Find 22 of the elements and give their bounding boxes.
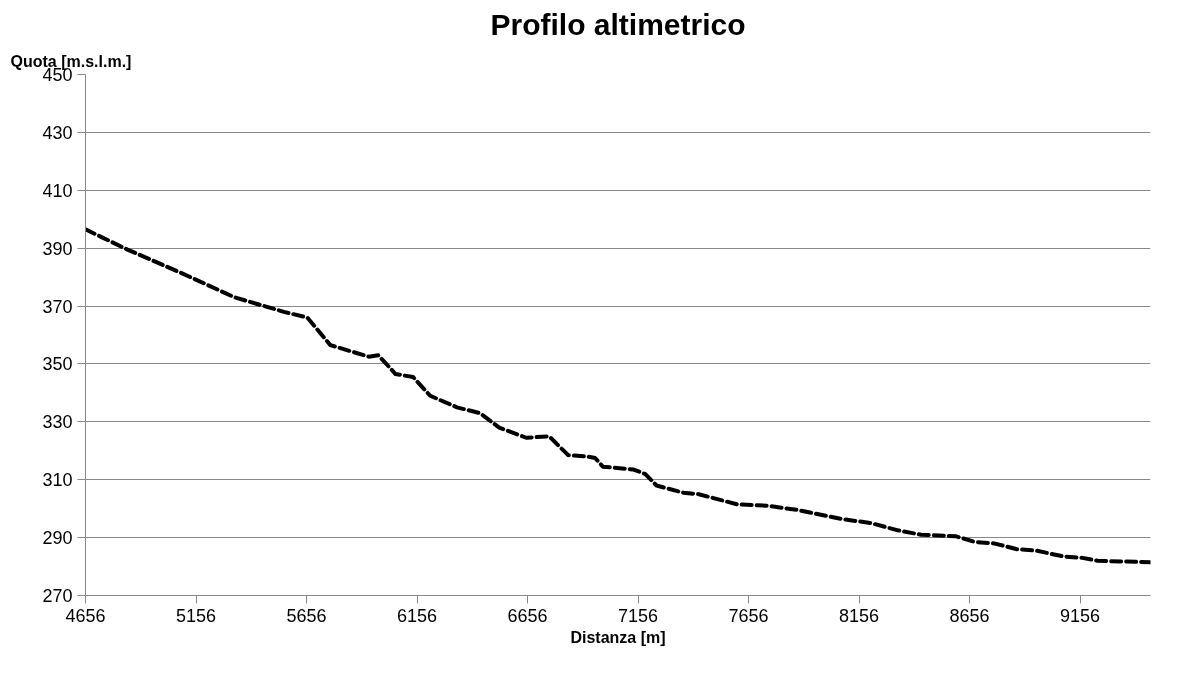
- y-tick-label: 330: [42, 412, 73, 433]
- x-tick-label: 5156: [175, 605, 217, 626]
- y-tick-label: 410: [42, 180, 73, 201]
- y-tick-label: 270: [42, 586, 73, 606]
- y-tick-label: 310: [42, 470, 73, 491]
- x-tick-label: 8656: [949, 605, 990, 626]
- line-series: [85, 227, 1151, 565]
- chart-title: Profilo altimetrico: [490, 7, 746, 41]
- y-tick-label: 390: [42, 238, 73, 259]
- x-tick-label: 7156: [617, 605, 659, 626]
- x-axis-title: Distanza [m]: [570, 628, 666, 646]
- x-tick-label: 6656: [507, 605, 548, 626]
- x-tick-label: 4656: [65, 605, 106, 626]
- x-tick-label: 5656: [286, 605, 327, 626]
- y-tick-label: 290: [42, 528, 73, 549]
- x-tick-label: 8156: [838, 605, 880, 626]
- x-tick-label: 6156: [396, 605, 438, 626]
- y-tick-label: 430: [42, 122, 73, 143]
- y-tick-label: 370: [42, 296, 73, 317]
- y-tick-label: 350: [42, 354, 73, 375]
- x-tick-label: 7656: [728, 605, 769, 626]
- x-tick-label: 9156: [1059, 605, 1101, 626]
